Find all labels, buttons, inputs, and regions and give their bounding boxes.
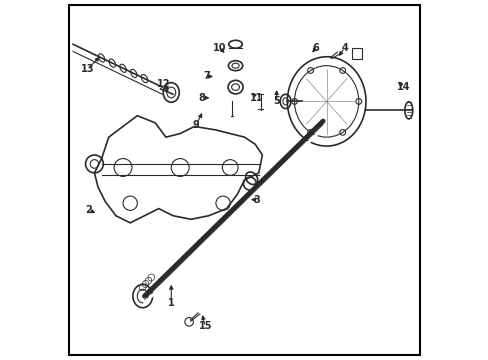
Text: 1: 1 — [167, 298, 174, 308]
Text: 15: 15 — [198, 321, 211, 332]
Text: 13: 13 — [81, 64, 94, 74]
Text: 2: 2 — [85, 205, 92, 215]
Text: 11: 11 — [250, 93, 263, 103]
Text: 3: 3 — [253, 195, 260, 204]
Text: 9: 9 — [192, 120, 199, 130]
Text: 8: 8 — [198, 93, 204, 103]
Text: 12: 12 — [157, 78, 170, 89]
Text: 6: 6 — [312, 43, 319, 53]
Text: 4: 4 — [341, 43, 347, 53]
Text: 14: 14 — [396, 82, 409, 92]
Text: 5: 5 — [273, 96, 280, 107]
Text: 10: 10 — [212, 43, 226, 53]
Text: 7: 7 — [203, 71, 210, 81]
